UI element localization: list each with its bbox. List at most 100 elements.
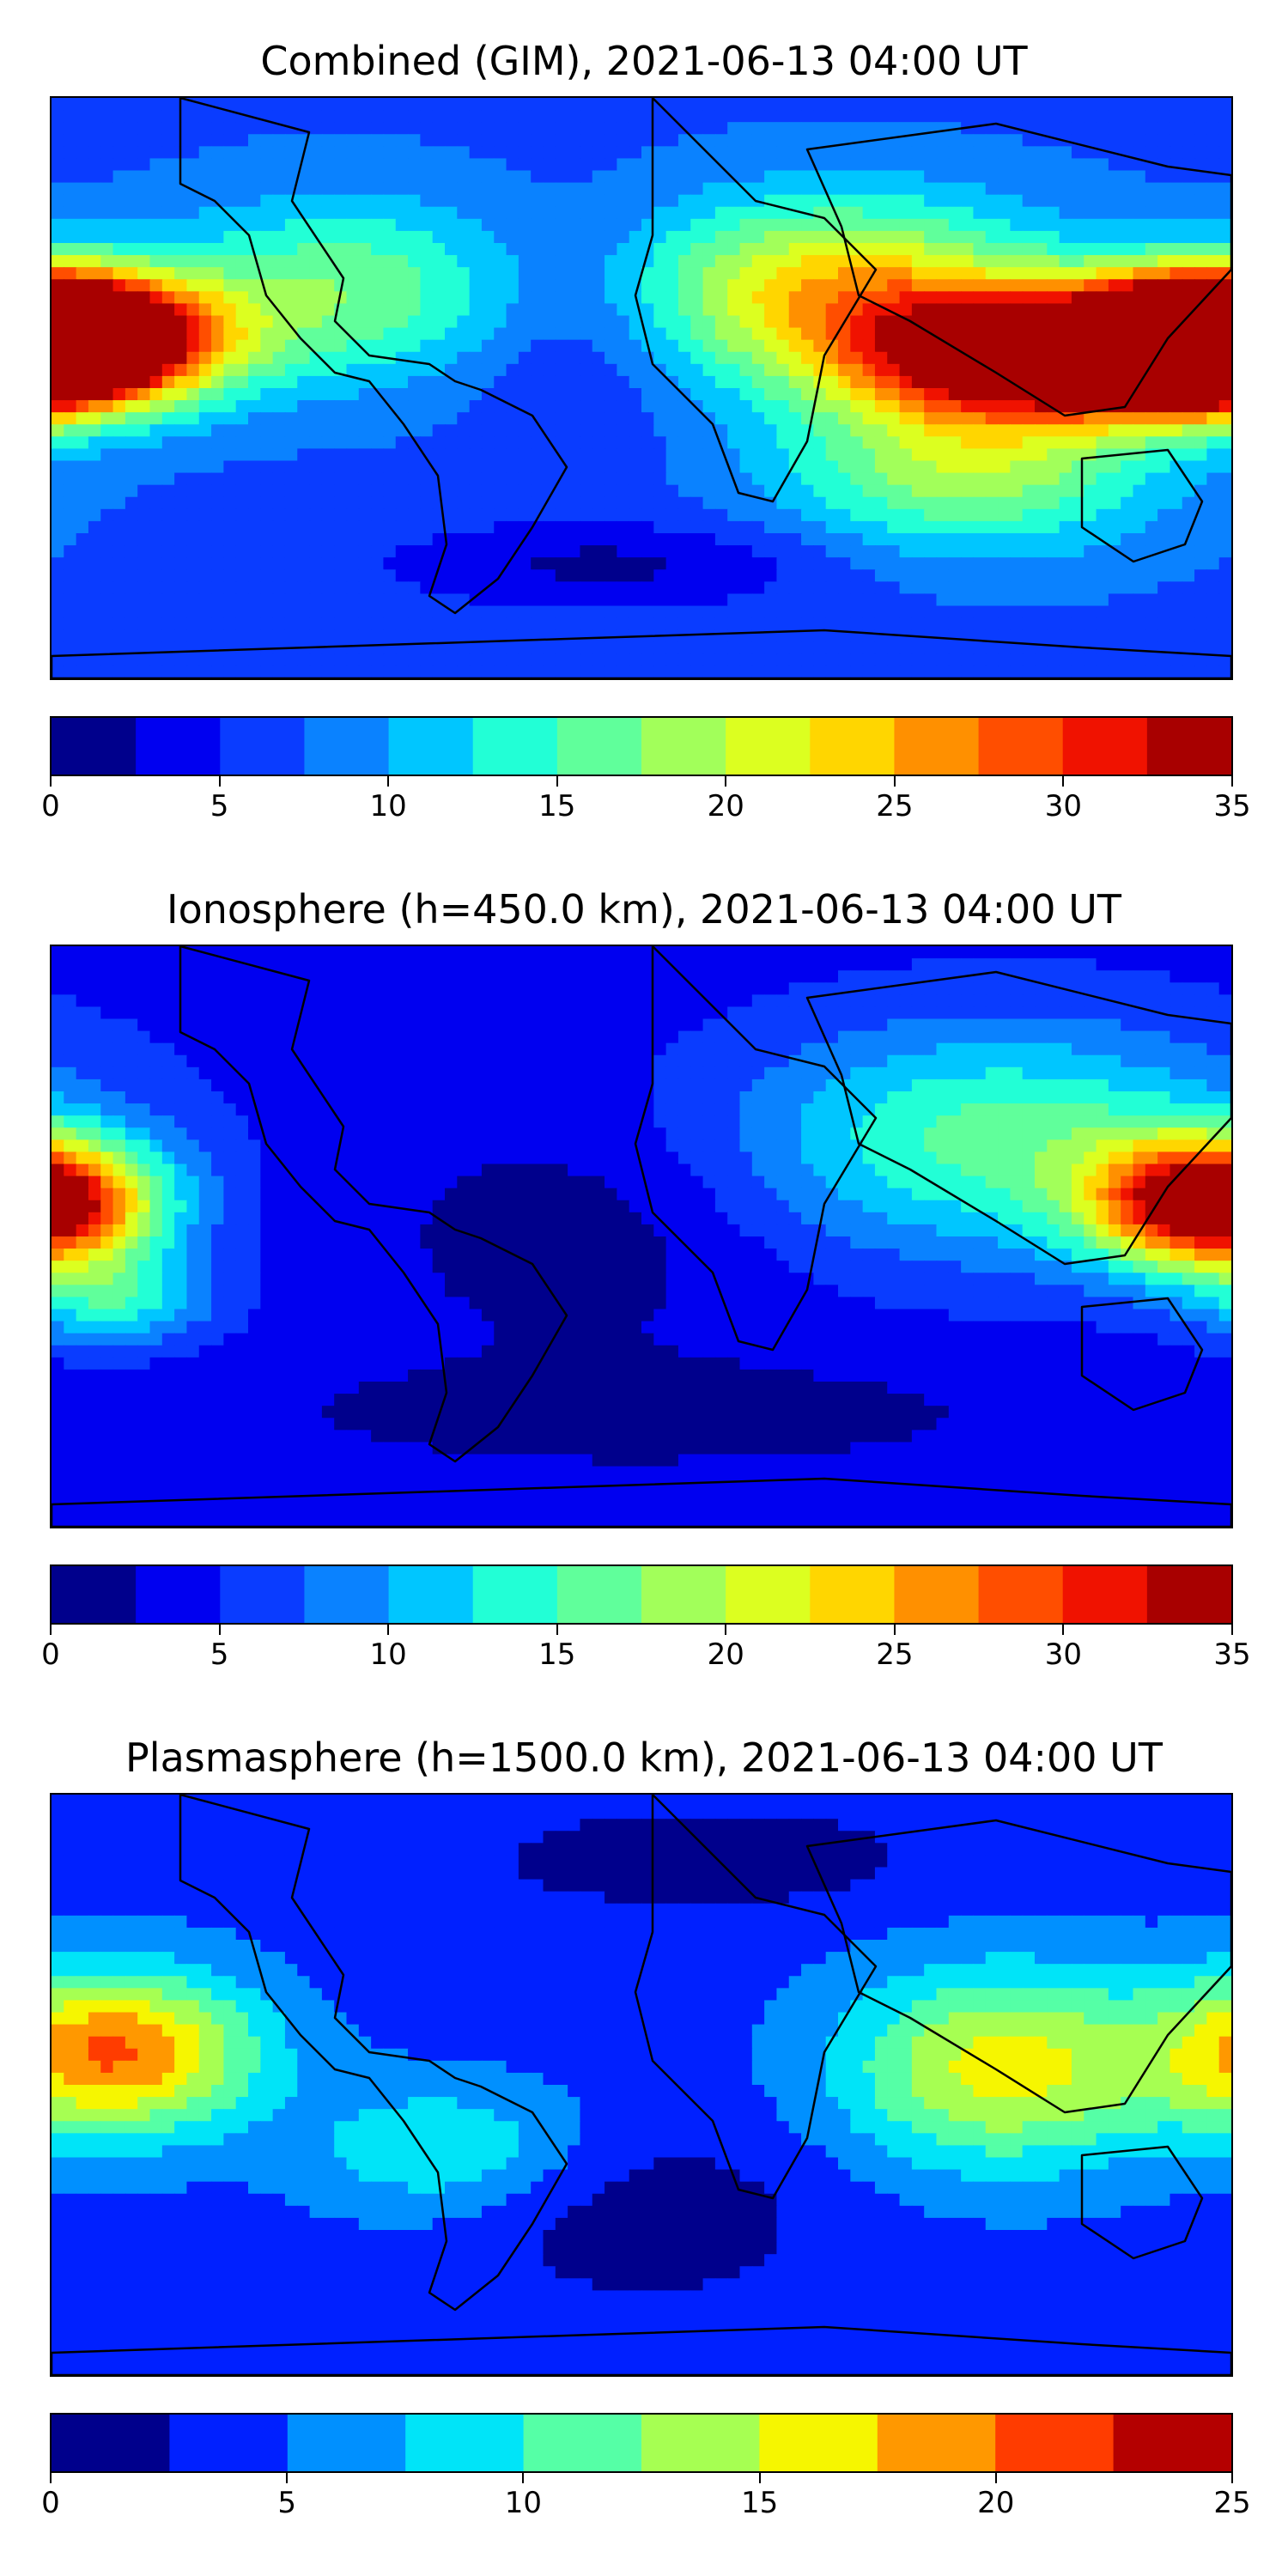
heatmap-cell (1022, 569, 1036, 582)
heatmap-cell (998, 581, 1011, 595)
heatmap-cell (801, 375, 814, 389)
heatmap-cell (161, 581, 175, 595)
heatmap-cell (1157, 472, 1171, 486)
heatmap-cell (605, 218, 617, 232)
heatmap-cell (506, 146, 519, 160)
heatmap-cell (936, 400, 950, 413)
heatmap-cell (284, 496, 298, 510)
heatmap-cell (346, 339, 360, 353)
heatmap-cell (580, 448, 593, 462)
heatmap-cell (186, 146, 200, 160)
heatmap-cell (198, 533, 212, 546)
heatmap-cell (948, 134, 962, 147)
heatmap-cell (371, 436, 385, 450)
heatmap-cell (346, 448, 360, 462)
heatmap-cell (395, 958, 409, 971)
heatmap-cell (161, 982, 175, 995)
heatmap-cell (1071, 388, 1084, 401)
heatmap-cell (481, 448, 495, 462)
heatmap-cell (1071, 122, 1084, 135)
heatmap-cell (1096, 593, 1109, 607)
heatmap-cell (260, 581, 274, 595)
heatmap-cell (174, 230, 188, 244)
heatmap-cell (629, 970, 642, 983)
heatmap-cell (112, 170, 126, 184)
heatmap-cell (420, 593, 434, 607)
heatmap-cell (677, 557, 691, 570)
heatmap-cell (617, 110, 630, 123)
heatmap-cell (432, 388, 446, 401)
heatmap-cell (850, 533, 864, 546)
heatmap-cell (1096, 460, 1109, 474)
heatmap-cell (985, 472, 999, 486)
heatmap-cell (100, 629, 114, 643)
heatmap-cell (605, 460, 617, 474)
heatmap-cell (186, 569, 200, 582)
heatmap-cell (665, 303, 679, 317)
heatmap-cell (948, 267, 962, 280)
heatmap-cell (764, 267, 778, 280)
heatmap-cell (52, 206, 64, 220)
heatmap-cell (641, 400, 654, 413)
heatmap-cell (801, 557, 814, 570)
heatmap-cell (371, 255, 385, 268)
heatmap-cell (788, 255, 802, 268)
heatmap-cell (149, 182, 163, 196)
heatmap-cell (948, 436, 962, 450)
heatmap-cell (125, 970, 138, 983)
heatmap-cell (605, 170, 617, 184)
heatmap-cell (788, 545, 802, 558)
heatmap-cell (76, 641, 89, 655)
heatmap-cell (801, 569, 814, 582)
heatmap-cell (457, 448, 471, 462)
heatmap-cell (617, 230, 630, 244)
heatmap-cell (383, 134, 397, 147)
heatmap-cell (445, 665, 458, 678)
heatmap-cell (494, 327, 507, 341)
heatmap-cell (408, 629, 421, 643)
heatmap-cell (948, 484, 962, 498)
heatmap-cell (1145, 581, 1158, 595)
heatmap-cell (1133, 158, 1146, 172)
heatmap-cell (887, 958, 901, 971)
heatmap-cell (235, 533, 249, 546)
heatmap-cell (518, 291, 532, 305)
heatmap-cell (321, 122, 335, 135)
heatmap-cell (395, 472, 409, 486)
heatmap-cell (825, 520, 839, 534)
heatmap-cell (272, 327, 286, 341)
heatmap-cell (137, 448, 151, 462)
heatmap-cell (321, 303, 335, 317)
heatmap-cell (88, 194, 101, 208)
heatmap-cell (1206, 436, 1220, 450)
heatmap-cell (1133, 412, 1146, 425)
heatmap-cell (874, 400, 888, 413)
heatmap-cell (1218, 327, 1231, 341)
heatmap-cell (457, 230, 471, 244)
heatmap-cell (52, 255, 64, 268)
heatmap-cell (174, 581, 188, 595)
heatmap-cell (764, 255, 778, 268)
heatmap-cell (911, 182, 925, 196)
heatmap-cell (629, 194, 642, 208)
heatmap-cell (481, 267, 495, 280)
heatmap-cell (776, 363, 790, 377)
heatmap-cell (518, 206, 532, 220)
heatmap-cell (677, 291, 691, 305)
heatmap-cell (1157, 412, 1171, 425)
heatmap-cell (1133, 653, 1146, 667)
heatmap-cell (1035, 484, 1048, 498)
heatmap-cell (1194, 970, 1207, 983)
heatmap-cell (161, 593, 175, 607)
heatmap-cell (284, 484, 298, 498)
heatmap-cell (985, 158, 999, 172)
heatmap-cell (321, 206, 335, 220)
heatmap-cell (1010, 665, 1024, 678)
heatmap-cell (665, 424, 679, 437)
heatmap-cell (432, 617, 446, 631)
heatmap-cell (592, 388, 605, 401)
heatmap-cell (665, 315, 679, 329)
heatmap-cell (137, 122, 151, 135)
heatmap-cell (198, 545, 212, 558)
heatmap-cell (531, 581, 544, 595)
